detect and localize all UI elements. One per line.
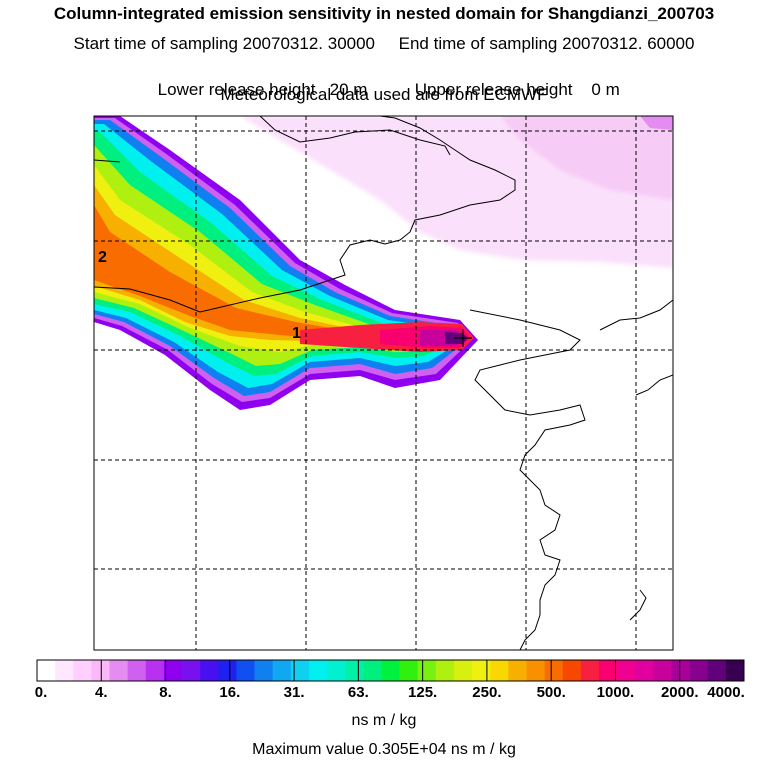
point-label-2: 2 — [98, 249, 107, 266]
release-heights: Lower release height 20 m Upper release … — [0, 60, 768, 100]
colorbar-tick-label: 4. — [95, 684, 108, 701]
colorbar-segment — [91, 660, 110, 681]
colorbar-segment — [617, 660, 636, 681]
colorbar-segment — [580, 660, 600, 681]
maximum-value-label: Maximum value 0.305E+04 ns m / kg — [252, 741, 516, 758]
colorbar-tick-label: 1000. — [596, 684, 635, 701]
colorbar-segment — [345, 660, 364, 681]
colorbar-segment — [272, 660, 292, 681]
lower-release-label: Lower release height 20 m — [157, 80, 368, 99]
colorbar-segment — [635, 660, 654, 681]
colorbar-segment — [308, 660, 328, 681]
colorbar-segment — [508, 660, 527, 681]
colorbar-segment — [55, 660, 74, 681]
colorbar-segment — [725, 660, 745, 681]
colorbar-segment — [236, 660, 255, 681]
colorbar-segment — [562, 660, 582, 681]
colorbar-segment — [490, 660, 509, 681]
colorbar-segment — [707, 660, 727, 681]
colorbar-segment — [37, 660, 56, 681]
colorbar-tick-label: 500. — [536, 684, 566, 701]
colorbar-segment — [544, 660, 564, 681]
colorbar-tick-label: 4000. — [707, 684, 745, 701]
end-time-label: End time of sampling 20070312. 60000 — [398, 34, 695, 53]
colorbar-segment — [182, 660, 201, 681]
colorbar-frame — [36, 659, 745, 682]
colorbar-tick-label: 0. — [34, 684, 48, 701]
colorbar-segment — [163, 660, 183, 681]
colorbar-segment — [653, 660, 672, 681]
colorbar-segment — [127, 660, 147, 681]
colorbar-segment — [671, 660, 690, 681]
colorbar-tick-label: 8. — [159, 684, 172, 701]
corner-area — [640, 116, 673, 130]
met-data-note: Meteorological data used are from ECMWF — [220, 85, 548, 104]
colorbar-segment — [689, 660, 709, 681]
colorbar-segment — [435, 660, 455, 681]
colorbar-segment — [109, 660, 128, 681]
colorbar-segment — [145, 660, 165, 681]
colorbar-segment — [254, 660, 273, 681]
colorbar-segment — [363, 660, 382, 681]
plot-title: Column-integrated emission sensitivity i… — [53, 4, 715, 23]
colorbar-tick-label: 16. — [219, 684, 241, 701]
colorbar-segment — [200, 660, 219, 681]
colorbar-tick-label: 2000. — [660, 684, 699, 701]
colorbar-segment — [399, 660, 418, 681]
sampling-times: Start time of sampling 20070312. 30000 E… — [0, 34, 768, 54]
colorbar-tick-label: 250. — [472, 684, 502, 701]
start-time-label: Start time of sampling 20070312. 30000 — [73, 34, 376, 53]
colorbar-segment — [453, 660, 473, 681]
map-frame — [93, 115, 674, 651]
colorbar-segment — [526, 660, 545, 681]
plume-field — [94, 116, 673, 650]
plume-band-darkorange — [94, 205, 445, 342]
point-label-1: 1 — [292, 325, 301, 342]
receptor-marker — [454, 329, 472, 347]
grid-lines — [94, 116, 673, 650]
colorbar — [37, 660, 745, 681]
colorbar-segment — [290, 660, 310, 681]
colorbar-tick-label: 31. — [283, 684, 305, 701]
colorbar-segment — [218, 660, 237, 681]
colorbar-segment — [598, 660, 618, 681]
units-label: ns m / kg — [351, 712, 417, 729]
colorbar-segment — [381, 660, 400, 681]
colorbar-tick-label: 63. — [347, 684, 369, 701]
low-sensitivity-area-2 — [500, 116, 673, 200]
colorbar-tick-label: 125. — [408, 684, 438, 701]
coastlines — [94, 116, 673, 650]
colorbar-segment — [417, 660, 437, 681]
upper-release-label: Upper release height 0 m — [414, 80, 620, 99]
colorbar-segment — [472, 660, 491, 681]
colorbar-segment — [73, 660, 92, 681]
colorbar-segment — [327, 660, 346, 681]
